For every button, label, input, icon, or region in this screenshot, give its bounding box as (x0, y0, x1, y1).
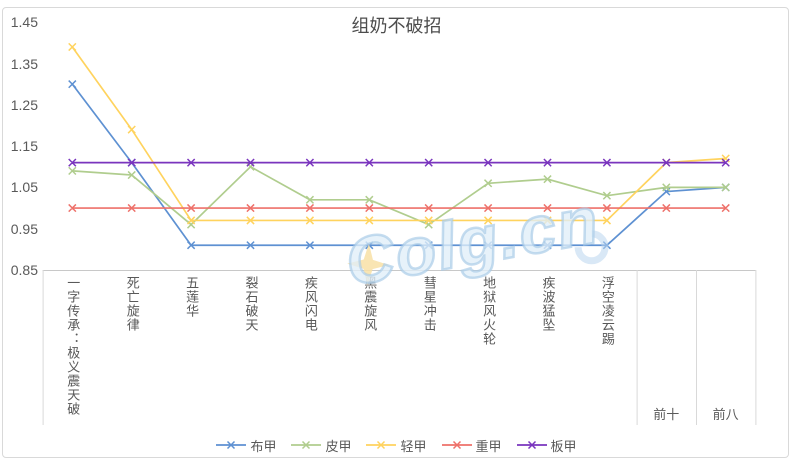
y-axis-tick-label: 0.85 (10, 262, 38, 278)
x-axis-label-12: 前八 (712, 407, 739, 422)
series-markers-皮甲 (68, 162, 730, 229)
series-markers-重甲 (68, 203, 730, 213)
x-axis-label-2: 死亡旋律 (124, 276, 140, 332)
legend-line-marker-icon (366, 440, 397, 450)
legend-item-皮甲: 皮甲 (291, 436, 351, 455)
x-axis-label-6: 黑震旋风 (362, 276, 378, 332)
series-line-布甲 (71, 83, 726, 247)
chart-frame (2, 7, 789, 458)
legend-label: 皮甲 (325, 438, 352, 454)
x-axis-label-4: 裂石破天 (243, 276, 259, 332)
legend-item-布甲: 布甲 (216, 436, 276, 455)
legend-item-轻甲: 轻甲 (366, 436, 427, 455)
x-axis-label-8: 地狱风火轮 (481, 276, 497, 346)
legend-label: 重甲 (475, 438, 502, 454)
y-axis-tick-label: 0.95 (10, 220, 38, 237)
series-line-轻甲 (71, 46, 726, 222)
y-axis-tick-label: 1.45 (10, 14, 38, 31)
series-line-皮甲 (72, 165, 726, 226)
legend-label: 布甲 (250, 438, 277, 454)
y-axis-tick-label: 1.05 (10, 179, 38, 196)
x-axis-label-7: 彗星冲击 (421, 276, 437, 332)
x-axis-label-1: 一字传承：极义震天破 (65, 276, 81, 416)
series-markers-板甲 (68, 158, 730, 167)
x-axis-label-11: 前十 (653, 407, 680, 422)
legend: 布甲 皮甲 轻甲 重甲 板甲 (0, 434, 793, 456)
y-axis-tick-label: 1.35 (10, 55, 38, 72)
legend-line-marker-icon (291, 440, 322, 450)
chart-title: 组奶不破招 (351, 16, 442, 36)
x-axis-label-5: 疾风闪电 (302, 276, 318, 332)
y-axis-tick-label: 1.25 (10, 96, 38, 113)
x-axis-label-10: 浮空凌云踢 (599, 276, 615, 346)
legend-line-marker-icon (516, 440, 547, 450)
legend-label: 轻甲 (400, 438, 427, 454)
legend-item-重甲: 重甲 (441, 436, 502, 455)
legend-line-marker-icon (441, 440, 472, 450)
legend-line-marker-icon (216, 440, 247, 450)
x-axis-label-9: 疾波猛坠 (540, 276, 556, 332)
x-axis-label-3: 五莲华 (184, 276, 200, 318)
y-axis-tick-label: 1.15 (10, 138, 38, 155)
legend-item-板甲: 板甲 (516, 436, 577, 455)
legend-label: 板甲 (550, 438, 577, 454)
